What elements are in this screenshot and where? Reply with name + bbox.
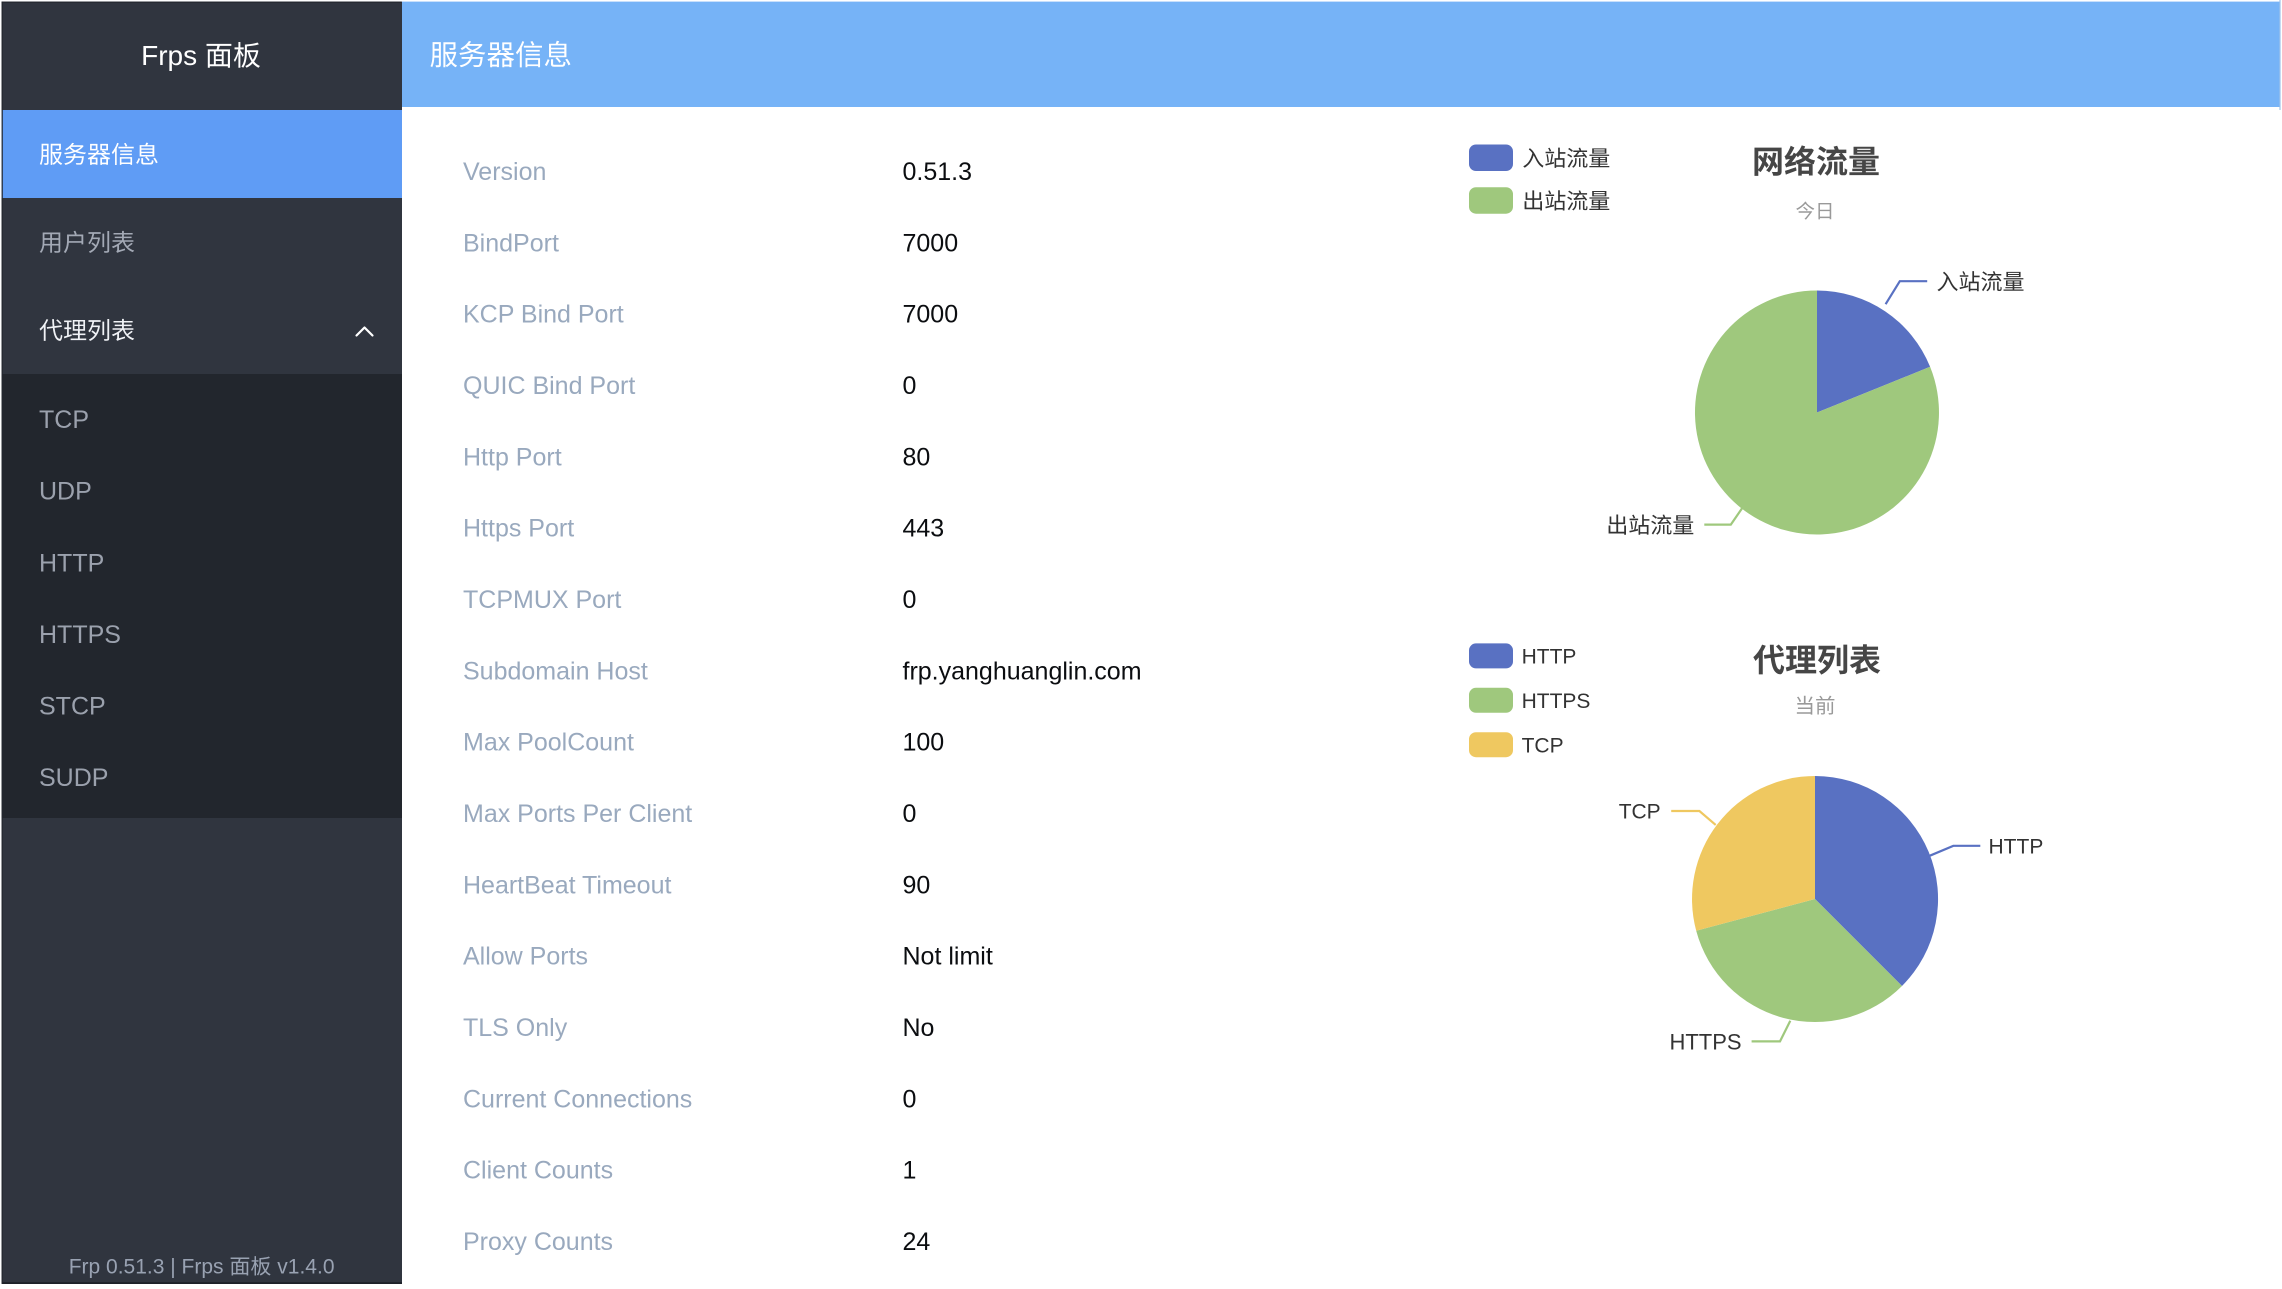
svg-text:Client Counts: Client Counts	[463, 1157, 613, 1185]
svg-text:Frps: Frps	[141, 40, 197, 71]
svg-text:No: No	[903, 1014, 935, 1042]
svg-text:TCP: TCP	[1619, 801, 1661, 824]
svg-text:Version: Version	[463, 158, 546, 186]
svg-text:BindPort: BindPort	[463, 229, 559, 257]
svg-text:Proxy Counts: Proxy Counts	[463, 1228, 613, 1256]
svg-text:1: 1	[903, 1157, 917, 1185]
svg-text:24: 24	[903, 1228, 931, 1256]
svg-text:Https Port: Https Port	[463, 515, 574, 543]
svg-text:Frp 0.51.3 | Frps: Frp 0.51.3 | Frps	[69, 1256, 224, 1279]
svg-text:80: 80	[903, 443, 931, 471]
svg-text:HeartBeat Timeout: HeartBeat Timeout	[463, 871, 671, 899]
svg-text:7000: 7000	[903, 229, 959, 257]
svg-text:Http Port: Http Port	[463, 443, 562, 471]
svg-text:0: 0	[903, 800, 917, 828]
svg-text:TCPMUX Port: TCPMUX Port	[463, 586, 621, 614]
svg-text:Current Connections: Current Connections	[463, 1085, 692, 1113]
svg-text:7000: 7000	[903, 301, 959, 329]
svg-text:443: 443	[903, 515, 945, 543]
svg-text:TLS Only: TLS Only	[463, 1014, 568, 1042]
svg-text:0.51.3: 0.51.3	[903, 158, 973, 186]
svg-text:Max PoolCount: Max PoolCount	[463, 729, 634, 757]
svg-text:Not limit: Not limit	[903, 943, 993, 971]
svg-text:HTTPS: HTTPS	[39, 621, 121, 649]
svg-text:HTTP: HTTP	[1989, 835, 2044, 858]
svg-text:KCP Bind Port: KCP Bind Port	[463, 301, 624, 329]
svg-text:HTTP: HTTP	[39, 550, 104, 578]
svg-text:HTTPS: HTTPS	[1522, 690, 1591, 713]
svg-text:0: 0	[903, 372, 917, 400]
svg-text:Subdomain Host: Subdomain Host	[463, 657, 648, 685]
svg-text:frp.yanghuanglin.com: frp.yanghuanglin.com	[903, 657, 1142, 685]
svg-text:STCP: STCP	[39, 693, 106, 721]
svg-text:UDP: UDP	[39, 478, 92, 506]
svg-text:0: 0	[903, 586, 917, 614]
svg-text:QUIC Bind Port: QUIC Bind Port	[463, 372, 635, 400]
svg-text:v1.4.0: v1.4.0	[277, 1256, 334, 1279]
svg-text:100: 100	[903, 729, 945, 757]
svg-text:Allow Ports: Allow Ports	[463, 943, 588, 971]
svg-text:Max Ports Per Client: Max Ports Per Client	[463, 800, 692, 828]
svg-text:TCP: TCP	[1522, 734, 1564, 757]
svg-text:90: 90	[903, 871, 931, 899]
svg-text:HTTPS: HTTPS	[1669, 1029, 1741, 1054]
svg-text:TCP: TCP	[39, 406, 89, 434]
svg-text:SUDP: SUDP	[39, 764, 108, 792]
svg-text:0: 0	[903, 1085, 917, 1113]
svg-text:HTTP: HTTP	[1522, 646, 1577, 669]
